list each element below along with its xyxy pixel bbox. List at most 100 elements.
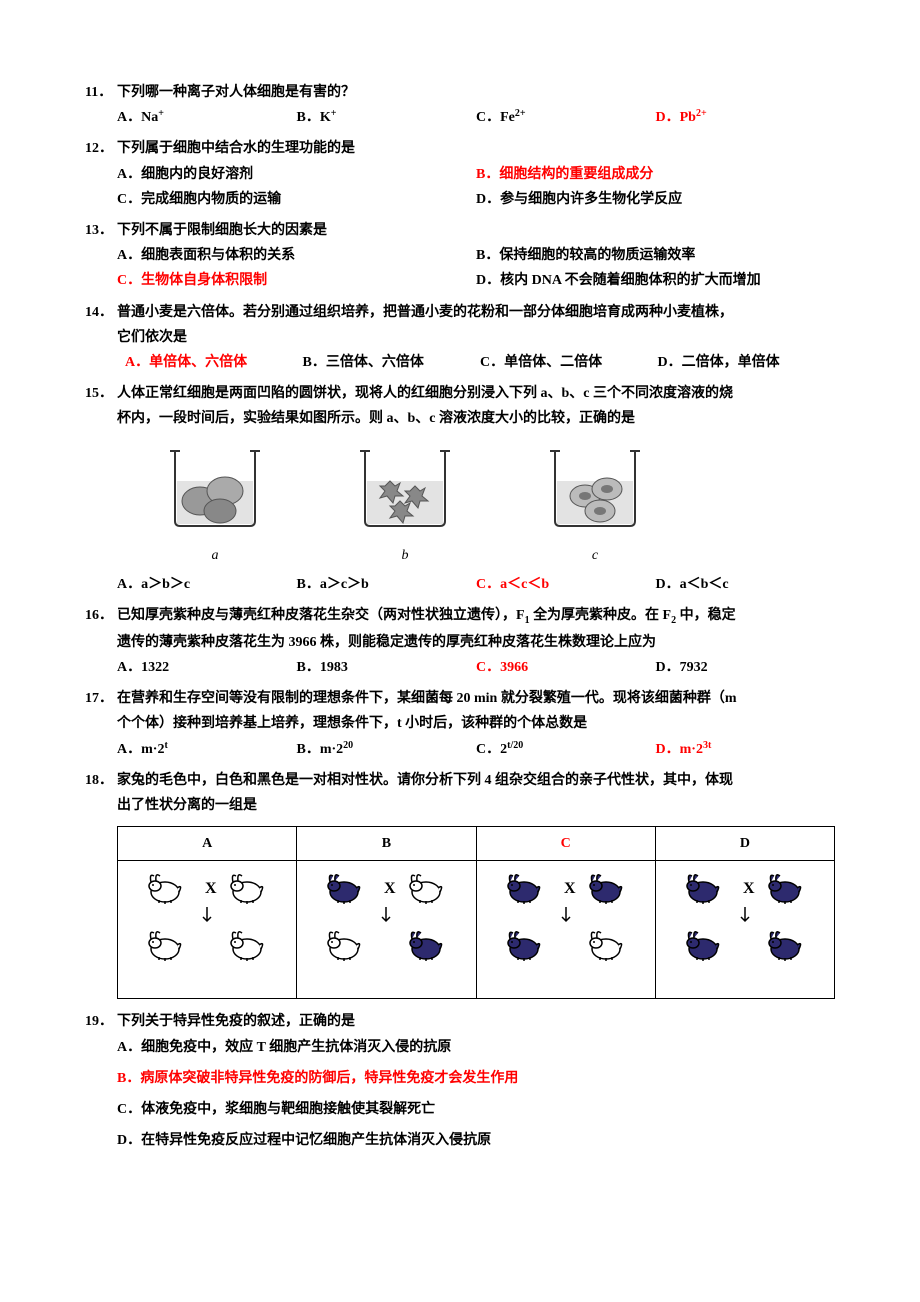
q16-stem: 16． 已知厚壳紫种皮与薄壳红种皮落花生杂交（两对性状独立遗传），F1 全为厚壳… [85,603,835,630]
q11-text: 下列哪一种离子对人体细胞是有害的？ [117,80,835,105]
q15-text2: 杯内，一段时间后，实验结果如图所示。则 a、b、c 溶液浓度大小的比较，正确的是 [85,406,835,431]
q19-stem: 19． 下列关于特异性免疫的叙述，正确的是 [85,1009,835,1034]
q16-opt-a: A．1322 [117,655,297,680]
q14-opt-b: B．三倍体、六倍体 [303,350,481,375]
q13-options: A．细胞表面积与体积的关系 B．保持细胞的较高的物质运输效率 C．生物体自身体积… [85,243,835,293]
question-17: 17． 在营养和生存空间等没有限制的理想条件下，某细菌每 20 min 就分裂繁… [85,686,835,762]
q18-header-a: A [118,827,297,861]
q16-opt-b: B．1983 [297,655,477,680]
q18-num: 18． [85,768,117,793]
q18-header-c: C [476,827,655,861]
cross-b-icon: X [306,865,466,985]
q12-options: A．细胞内的良好溶剂 B．细胞结构的重要组成成分 C．完成细胞内物质的运输 D．… [85,162,835,212]
q13-opt-b: B．保持细胞的较高的物质运输效率 [476,243,835,268]
q15-opt-d: D．a＜b＜c [656,572,836,597]
q14-text2: 它们依次是 [85,325,835,350]
beaker-c-icon [545,441,645,531]
q18-cell-d: X [655,861,834,999]
question-13: 13． 下列不属于限制细胞长大的因素是 A．细胞表面积与体积的关系 B．保持细胞… [85,218,835,294]
q13-opt-a: A．细胞表面积与体积的关系 [117,243,476,268]
question-18: 18． 家兔的毛色中，白色和黑色是一对相对性状。请你分析下列 4 组杂交组合的亲… [85,768,835,1000]
q12-opt-b: B．细胞结构的重要组成成分 [476,162,835,187]
q15-figure: a b c [85,441,835,567]
q17-num: 17． [85,686,117,711]
q16-opt-c: C．3966 [476,655,656,680]
beaker-b-icon [355,441,455,531]
q16-opt-d: D．7932 [656,655,836,680]
q17-opt-b: B．m·220 [297,737,477,762]
q14-text: 普通小麦是六倍体。若分别通过组织培养，把普通小麦的花粉和一部分体细胞培育成两种小… [117,300,835,325]
q18-cell-b: X [297,861,476,999]
question-14: 14． 普通小麦是六倍体。若分别通过组织培养，把普通小麦的花粉和一部分体细胞培育… [85,300,835,376]
q14-options: A．单倍体、六倍体 B．三倍体、六倍体 C．单倍体、二倍体 D．二倍体，单倍体 [85,350,835,375]
q15-text: 人体正常红细胞是两面凹陷的圆饼状，现将人的红细胞分别浸入下列 a、b、c 三个不… [117,381,835,406]
svg-text:X: X [205,880,217,897]
svg-text:X: X [743,880,755,897]
beaker-b-label: b [355,543,455,568]
q17-options: A．m·2t B．m·220 C．2t/20 D．m·23t [85,737,835,762]
beaker-a: a [165,441,265,567]
q13-text: 下列不属于限制细胞长大的因素是 [117,218,835,243]
q11-stem: 11． 下列哪一种离子对人体细胞是有害的？ [85,80,835,105]
q16-num: 16． [85,603,117,630]
q16-text2: 遗传的薄壳紫种皮落花生为 3966 株，则能稳定遗传的厚壳红种皮落花生株数理论上… [85,630,835,655]
q13-opt-c: C．生物体自身体积限制 [117,268,476,293]
q13-stem: 13． 下列不属于限制细胞长大的因素是 [85,218,835,243]
beaker-c-label: c [545,543,645,568]
question-11: 11． 下列哪一种离子对人体细胞是有害的？ A．Na+ B．K+ C．Fe2+ … [85,80,835,130]
q15-options: A．a＞b＞c B．a＞c＞b C．a＜c＜b D．a＜b＜c [85,572,835,597]
q11-opt-b: B．K+ [297,105,477,130]
q18-text2: 出了性状分离的一组是 [85,793,835,818]
q18-header-d: D [655,827,834,861]
q11-opt-c: C．Fe2+ [476,105,656,130]
q13-opt-d: D．核内 DNA 不会随着细胞体积的扩大而增加 [476,268,835,293]
q12-text: 下列属于细胞中结合水的生理功能的是 [117,136,835,161]
q19-opt-c: C．体液免疫中，浆细胞与靶细胞接触使其裂解死亡 [117,1097,835,1122]
q18-header-b: B [297,827,476,861]
q18-table: A B C D X [117,826,835,999]
q15-stem: 15． 人体正常红细胞是两面凹陷的圆饼状，现将人的红细胞分别浸入下列 a、b、c… [85,381,835,406]
cross-c-icon: X [486,865,646,985]
q12-stem: 12． 下列属于细胞中结合水的生理功能的是 [85,136,835,161]
q17-opt-c: C．2t/20 [476,737,656,762]
q18-header-row: A B C D [118,827,835,861]
q15-opt-c: C．a＜c＜b [476,572,656,597]
svg-text:X: X [384,880,396,897]
question-19: 19． 下列关于特异性免疫的叙述，正确的是 A．细胞免疫中，效应 T 细胞产生抗… [85,1009,835,1153]
q15-num: 15． [85,381,117,406]
q18-text: 家兔的毛色中，白色和黑色是一对相对性状。请你分析下列 4 组杂交组合的亲子代性状… [117,768,835,793]
q15-opt-a: A．a＞b＞c [117,572,297,597]
q11-opt-d: D．Pb2+ [656,105,836,130]
q17-text: 在营养和生存空间等没有限制的理想条件下，某细菌每 20 min 就分裂繁殖一代。… [117,686,835,711]
q14-stem: 14． 普通小麦是六倍体。若分别通过组织培养，把普通小麦的花粉和一部分体细胞培育… [85,300,835,325]
q19-opt-a: A．细胞免疫中，效应 T 细胞产生抗体消灭入侵的抗原 [117,1035,835,1060]
q19-opt-d: D．在特异性免疫反应过程中记忆细胞产生抗体消灭入侵抗原 [117,1128,835,1153]
question-16: 16． 已知厚壳紫种皮与薄壳红种皮落花生杂交（两对性状独立遗传），F1 全为厚壳… [85,603,835,680]
beaker-c: c [545,441,645,567]
q14-opt-c: C．单倍体、二倍体 [480,350,658,375]
q17-stem: 17． 在营养和生存空间等没有限制的理想条件下，某细菌每 20 min 就分裂繁… [85,686,835,711]
cross-a-icon: X [127,865,287,985]
q19-num: 19． [85,1009,117,1034]
q13-num: 13． [85,218,117,243]
q11-num: 11． [85,80,117,105]
svg-text:X: X [564,880,576,897]
q17-opt-d: D．m·23t [656,737,836,762]
q11-options: A．Na+ B．K+ C．Fe2+ D．Pb2+ [85,105,835,130]
q18-body-row: X X [118,861,835,999]
question-12: 12． 下列属于细胞中结合水的生理功能的是 A．细胞内的良好溶剂 B．细胞结构的… [85,136,835,212]
q14-num: 14． [85,300,117,325]
q12-num: 12． [85,136,117,161]
q19-opt-b: B．病原体突破非特异性免疫的防御后，特异性免疫才会发生作用 [117,1066,835,1091]
q17-opt-a: A．m·2t [117,737,297,762]
q12-opt-d: D．参与细胞内许多生物化学反应 [476,187,835,212]
q18-cell-c: X [476,861,655,999]
q16-options: A．1322 B．1983 C．3966 D．7932 [85,655,835,680]
q15-opt-b: B．a＞c＞b [297,572,477,597]
q18-cell-a: X [118,861,297,999]
q14-opt-a: A．单倍体、六倍体 [125,350,303,375]
beaker-b: b [355,441,455,567]
q17-text2: 个个体）接种到培养基上培养，理想条件下，t 小时后，该种群的个体总数是 [85,711,835,736]
q18-stem: 18． 家兔的毛色中，白色和黑色是一对相对性状。请你分析下列 4 组杂交组合的亲… [85,768,835,793]
q11-opt-a: A．Na+ [117,105,297,130]
